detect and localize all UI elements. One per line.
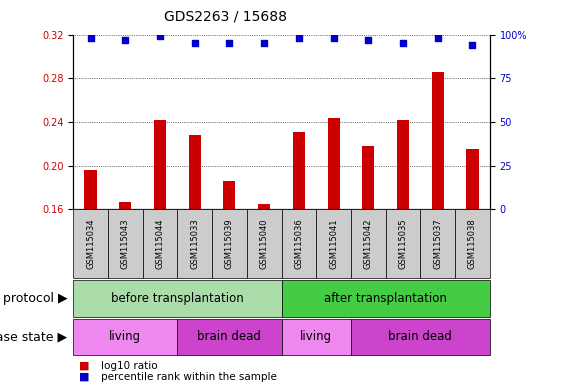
Bar	[397, 120, 409, 384]
Bar	[84, 170, 97, 384]
Bar	[119, 202, 131, 384]
Point	[434, 35, 443, 41]
Text: brain dead: brain dead	[388, 331, 452, 343]
Point	[120, 37, 129, 43]
Text: GSM115037: GSM115037	[434, 218, 442, 269]
Bar	[328, 118, 339, 384]
Point	[399, 40, 408, 46]
Point	[155, 33, 164, 40]
Bar	[362, 146, 374, 384]
Text: GSM115044: GSM115044	[155, 218, 164, 269]
Text: GSM115039: GSM115039	[225, 218, 234, 269]
Text: ■: ■	[79, 361, 90, 371]
Bar	[432, 72, 444, 384]
Text: ■: ■	[79, 372, 90, 382]
Point	[86, 35, 95, 41]
Point	[329, 35, 338, 41]
Text: log10 ratio: log10 ratio	[101, 361, 158, 371]
Text: GSM115033: GSM115033	[190, 218, 199, 269]
Bar	[293, 132, 305, 384]
Point	[225, 40, 234, 46]
Text: GSM115042: GSM115042	[364, 218, 373, 269]
Text: GSM115041: GSM115041	[329, 218, 338, 269]
Text: GSM115043: GSM115043	[121, 218, 129, 269]
Point	[190, 40, 199, 46]
Text: protocol ▶: protocol ▶	[3, 292, 68, 305]
Text: GSM115036: GSM115036	[294, 218, 303, 269]
Point	[364, 37, 373, 43]
Point	[294, 35, 303, 41]
Text: brain dead: brain dead	[198, 331, 261, 343]
Text: GSM115034: GSM115034	[86, 218, 95, 269]
Bar	[224, 181, 235, 384]
Bar	[258, 204, 270, 384]
Text: percentile rank within the sample: percentile rank within the sample	[101, 372, 277, 382]
Text: living: living	[300, 331, 332, 343]
Bar	[466, 149, 479, 384]
Text: living: living	[109, 331, 141, 343]
Bar	[154, 120, 166, 384]
Text: GSM115038: GSM115038	[468, 218, 477, 269]
Text: GDS2263 / 15688: GDS2263 / 15688	[164, 10, 287, 23]
Point	[468, 42, 477, 48]
Text: before transplantation: before transplantation	[111, 292, 244, 305]
Point	[260, 40, 269, 46]
Bar	[189, 135, 201, 384]
Text: after transplantation: after transplantation	[324, 292, 447, 305]
Text: GSM115040: GSM115040	[260, 218, 269, 269]
Text: GSM115035: GSM115035	[399, 218, 408, 269]
Text: disease state ▶: disease state ▶	[0, 331, 68, 343]
